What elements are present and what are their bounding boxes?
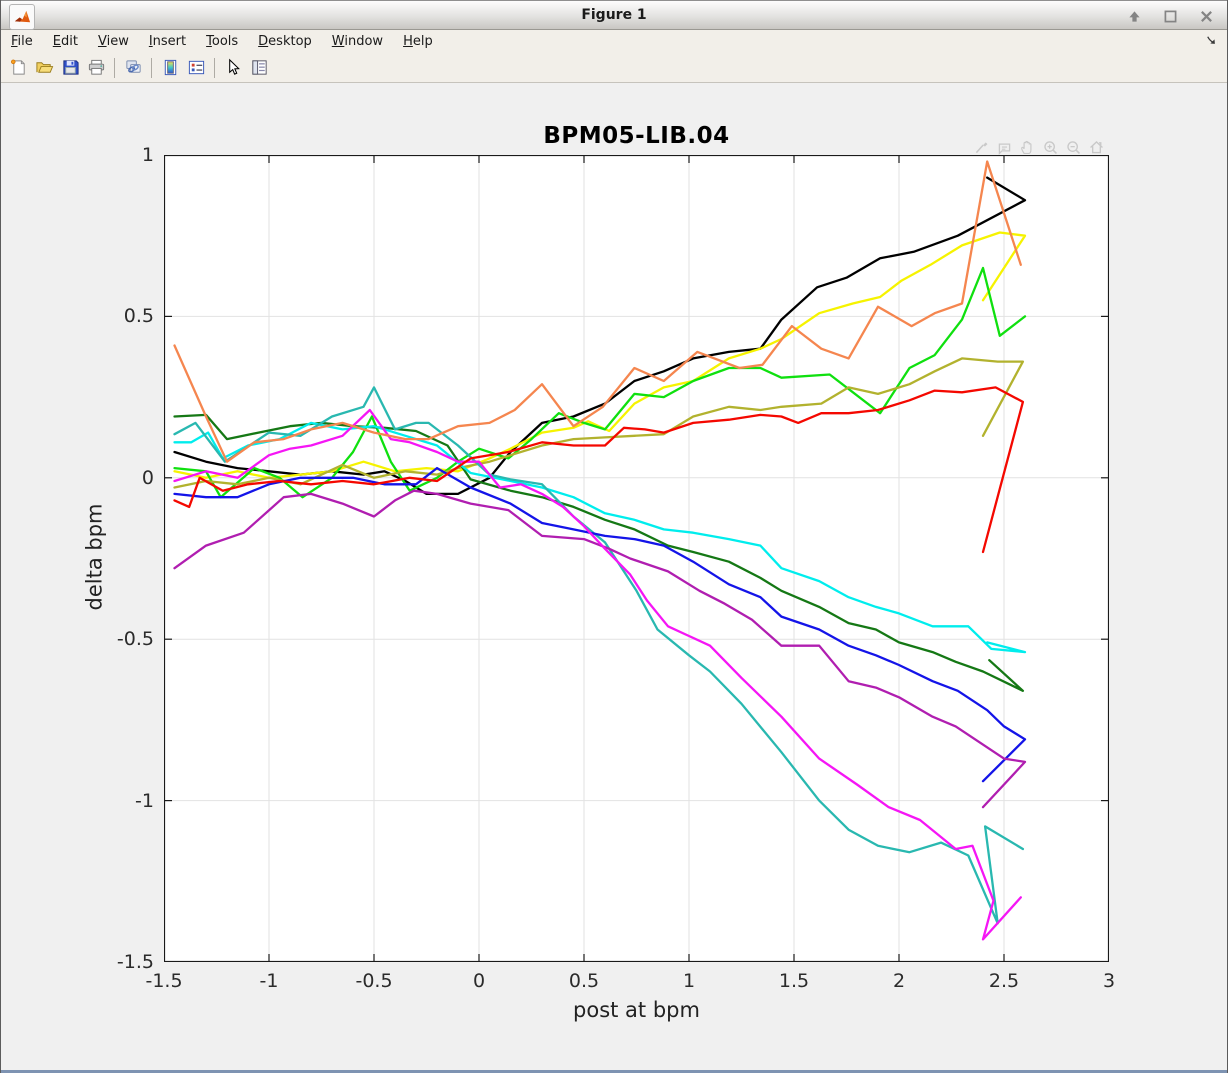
print-figure-button[interactable] <box>83 56 109 80</box>
series-red <box>173 386 1025 554</box>
menu-window[interactable]: Window <box>331 34 384 49</box>
y-tick-label: -1.5 <box>116 951 154 973</box>
series-magenta <box>173 408 1022 941</box>
x-tick-label: 0.5 <box>568 970 600 992</box>
datatips-button[interactable] <box>995 138 1013 156</box>
y-tick-label: -0.5 <box>116 628 154 651</box>
x-tick-label: 2 <box>892 970 906 992</box>
series-yellow <box>173 231 1027 479</box>
x-tick-label: 1 <box>682 970 696 992</box>
x-axis-label: post at bpm <box>573 998 700 1022</box>
figure-toolbar <box>1 53 1227 83</box>
insert-colorbar-button[interactable] <box>157 56 183 80</box>
link-plot-button[interactable] <box>120 56 146 80</box>
new-figure-button[interactable] <box>5 56 31 80</box>
matlab-logo-icon <box>9 4 35 30</box>
y-tick-label: 0.5 <box>123 305 154 328</box>
y-tick-label: -1 <box>135 789 154 812</box>
toolbar-separator <box>214 57 215 78</box>
x-tick-label: 2.5 <box>988 970 1020 992</box>
brush-button[interactable] <box>972 138 990 156</box>
dock-figure-icon[interactable] <box>1204 33 1219 52</box>
save-figure-button[interactable] <box>57 56 83 80</box>
window-controls <box>1123 5 1217 27</box>
shade-button[interactable] <box>1123 5 1145 27</box>
x-tick-label: -0.5 <box>355 970 393 992</box>
menu-desktop[interactable]: Desktop <box>258 34 312 49</box>
series-green <box>173 266 1027 499</box>
title-bar[interactable]: Figure 1 <box>1 0 1227 30</box>
series-teal <box>173 386 1025 925</box>
insert-legend-button[interactable] <box>183 56 209 80</box>
maximize-button[interactable] <box>1159 5 1181 27</box>
plot-tools-button[interactable] <box>246 56 272 80</box>
edit-plot-button[interactable] <box>220 56 246 80</box>
x-tick-label: 0 <box>472 970 486 992</box>
axes-box <box>164 155 1109 962</box>
zoom-out-button[interactable] <box>1064 138 1082 156</box>
y-tick-label: 1 <box>141 144 154 166</box>
restore-view-button[interactable] <box>1087 138 1105 156</box>
series-purple <box>173 489 1027 809</box>
y-axis-label: delta bpm <box>82 503 107 611</box>
y-tick-label: 0 <box>141 466 154 489</box>
menu-tools[interactable]: Tools <box>206 34 239 49</box>
close-button[interactable] <box>1195 5 1217 27</box>
chart-title: BPM05-LIB.04 <box>543 123 730 149</box>
series-olive <box>173 357 1025 489</box>
series-blue <box>173 466 1027 783</box>
x-tick-label: -1.5 <box>145 970 183 992</box>
toolbar-separator <box>114 57 115 78</box>
x-tick-label: 3 <box>1102 970 1116 992</box>
menu-help[interactable]: Help <box>403 34 433 49</box>
axes-toolbar <box>972 138 1105 156</box>
x-tick-label: 1.5 <box>778 970 810 992</box>
window-title: Figure 1 <box>581 7 647 23</box>
series-orange <box>173 160 1022 463</box>
toolbar-separator <box>151 57 152 78</box>
menu-edit[interactable]: Edit <box>52 34 78 49</box>
zoom-in-button[interactable] <box>1041 138 1059 156</box>
pan-button[interactable] <box>1018 138 1036 156</box>
menu-insert[interactable]: Insert <box>148 34 187 49</box>
x-tick-label: -1 <box>259 970 279 992</box>
menu-bar: File Edit View Insert Tools Desktop Window Help <box>1 30 1227 53</box>
menu-file[interactable]: File <box>11 34 33 49</box>
open-file-button[interactable] <box>31 56 57 80</box>
plot-area[interactable] <box>164 155 1109 962</box>
plot-background <box>164 155 1109 962</box>
figure-canvas: BPM05-LIB.04 post at bpm delta bpm -1.5-… <box>1 83 1227 1073</box>
menu-view[interactable]: View <box>97 34 129 49</box>
window-bottom-border <box>1 1070 1227 1073</box>
